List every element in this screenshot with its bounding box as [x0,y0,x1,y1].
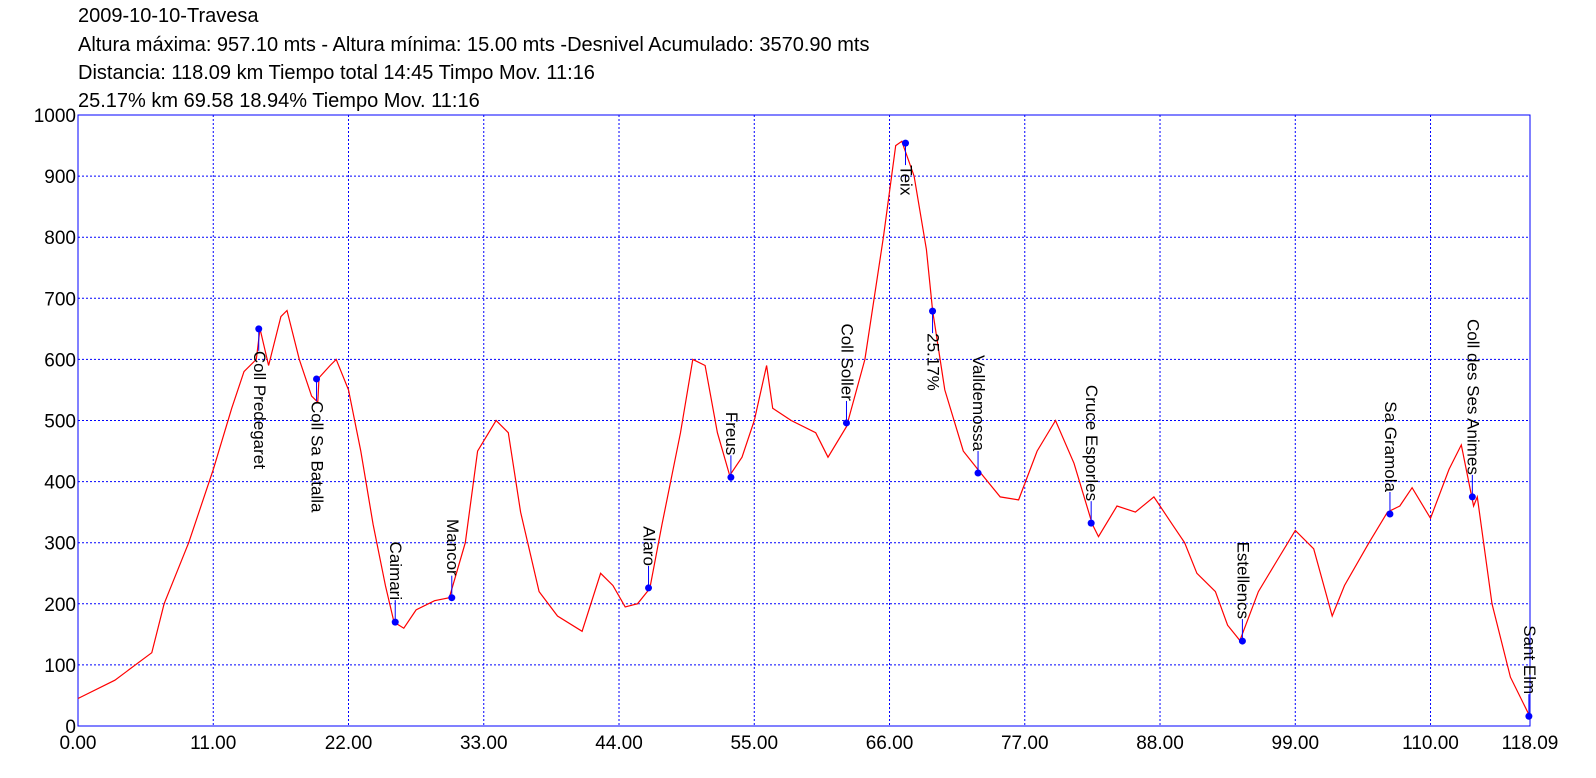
y-tick-label: 400 [44,473,76,494]
waypoint-label: Coll Sa Batalla [308,401,327,513]
plot-frame [77,114,1531,727]
x-tick-label: 99.00 [1272,733,1320,754]
y-tick-label: 700 [44,289,76,310]
waypoint [448,594,456,602]
y-tick-label: 0 [65,717,76,738]
waypoint-label: Mancor [443,519,462,576]
chart-title: 2009-10-10-Travesa [78,5,259,27]
x-tick-label: 88.00 [1136,733,1184,754]
waypoint [1525,712,1533,720]
y-tick-label: 600 [44,350,76,371]
waypoint [929,307,937,315]
waypoint [313,375,321,383]
waypoint [645,584,653,592]
waypoint-label: Freus [722,412,741,455]
x-tick-label: 44.00 [595,733,643,754]
x-tick-label: 22.00 [325,733,373,754]
waypoint [1087,519,1095,527]
waypoint [1386,510,1394,518]
waypoint [974,469,982,477]
waypoint-label: Coll Soller [837,323,856,401]
y-tick-label: 900 [44,167,76,188]
x-tick-label: 66.00 [866,733,914,754]
y-tick-label: 800 [44,228,76,249]
waypoint-label: Caimari [386,542,405,601]
waypoint-label: Valldemossa [969,355,988,452]
waypoint-label: Sant Elm [1520,625,1539,694]
waypoint-label: Cruce Esporles [1082,385,1101,501]
waypoint-label: Estellencs [1233,542,1252,619]
y-tick-label: 300 [44,534,76,555]
x-tick-label: 0.00 [60,733,97,754]
y-tick-label: 500 [44,412,76,433]
waypoint-label: Teix [897,165,916,196]
x-tick-label: 77.00 [1001,733,1049,754]
subtitle: Altura máxima: 957.10 mts - Altura mínim… [78,34,869,56]
y-tick-label: 200 [44,595,76,616]
waypoint-label: Coll Predegaret [250,351,269,469]
waypoint [727,473,735,481]
x-tick-label: 11.00 [190,733,236,754]
x-tick-label: 110.00 [1402,733,1459,754]
waypoint-label: Coll des Ses Animes [1463,319,1482,475]
waypoint [1238,637,1246,645]
waypoint [255,325,263,333]
y-tick-label: 100 [44,656,76,677]
waypoint-label: 25.17% [924,333,943,391]
subtitle: Distancia: 118.09 km Tiempo total 14:45 … [78,62,595,84]
y-tick-label: 1000 [34,106,76,127]
x-tick-label: 33.00 [460,733,508,754]
waypoint [902,139,910,147]
waypoint-label: Alaro [640,526,659,566]
waypoint [842,419,850,427]
x-tick-label: 55.00 [730,733,778,754]
elevation-line [77,140,1531,718]
x-tick-label: 118.09 [1502,733,1559,754]
subtitle: 25.17% km 69.58 18.94% Tiempo Mov. 11:16 [78,90,480,112]
waypoint-label: Sa Gramola [1381,401,1400,492]
waypoint [391,618,399,626]
waypoint [1468,493,1476,501]
